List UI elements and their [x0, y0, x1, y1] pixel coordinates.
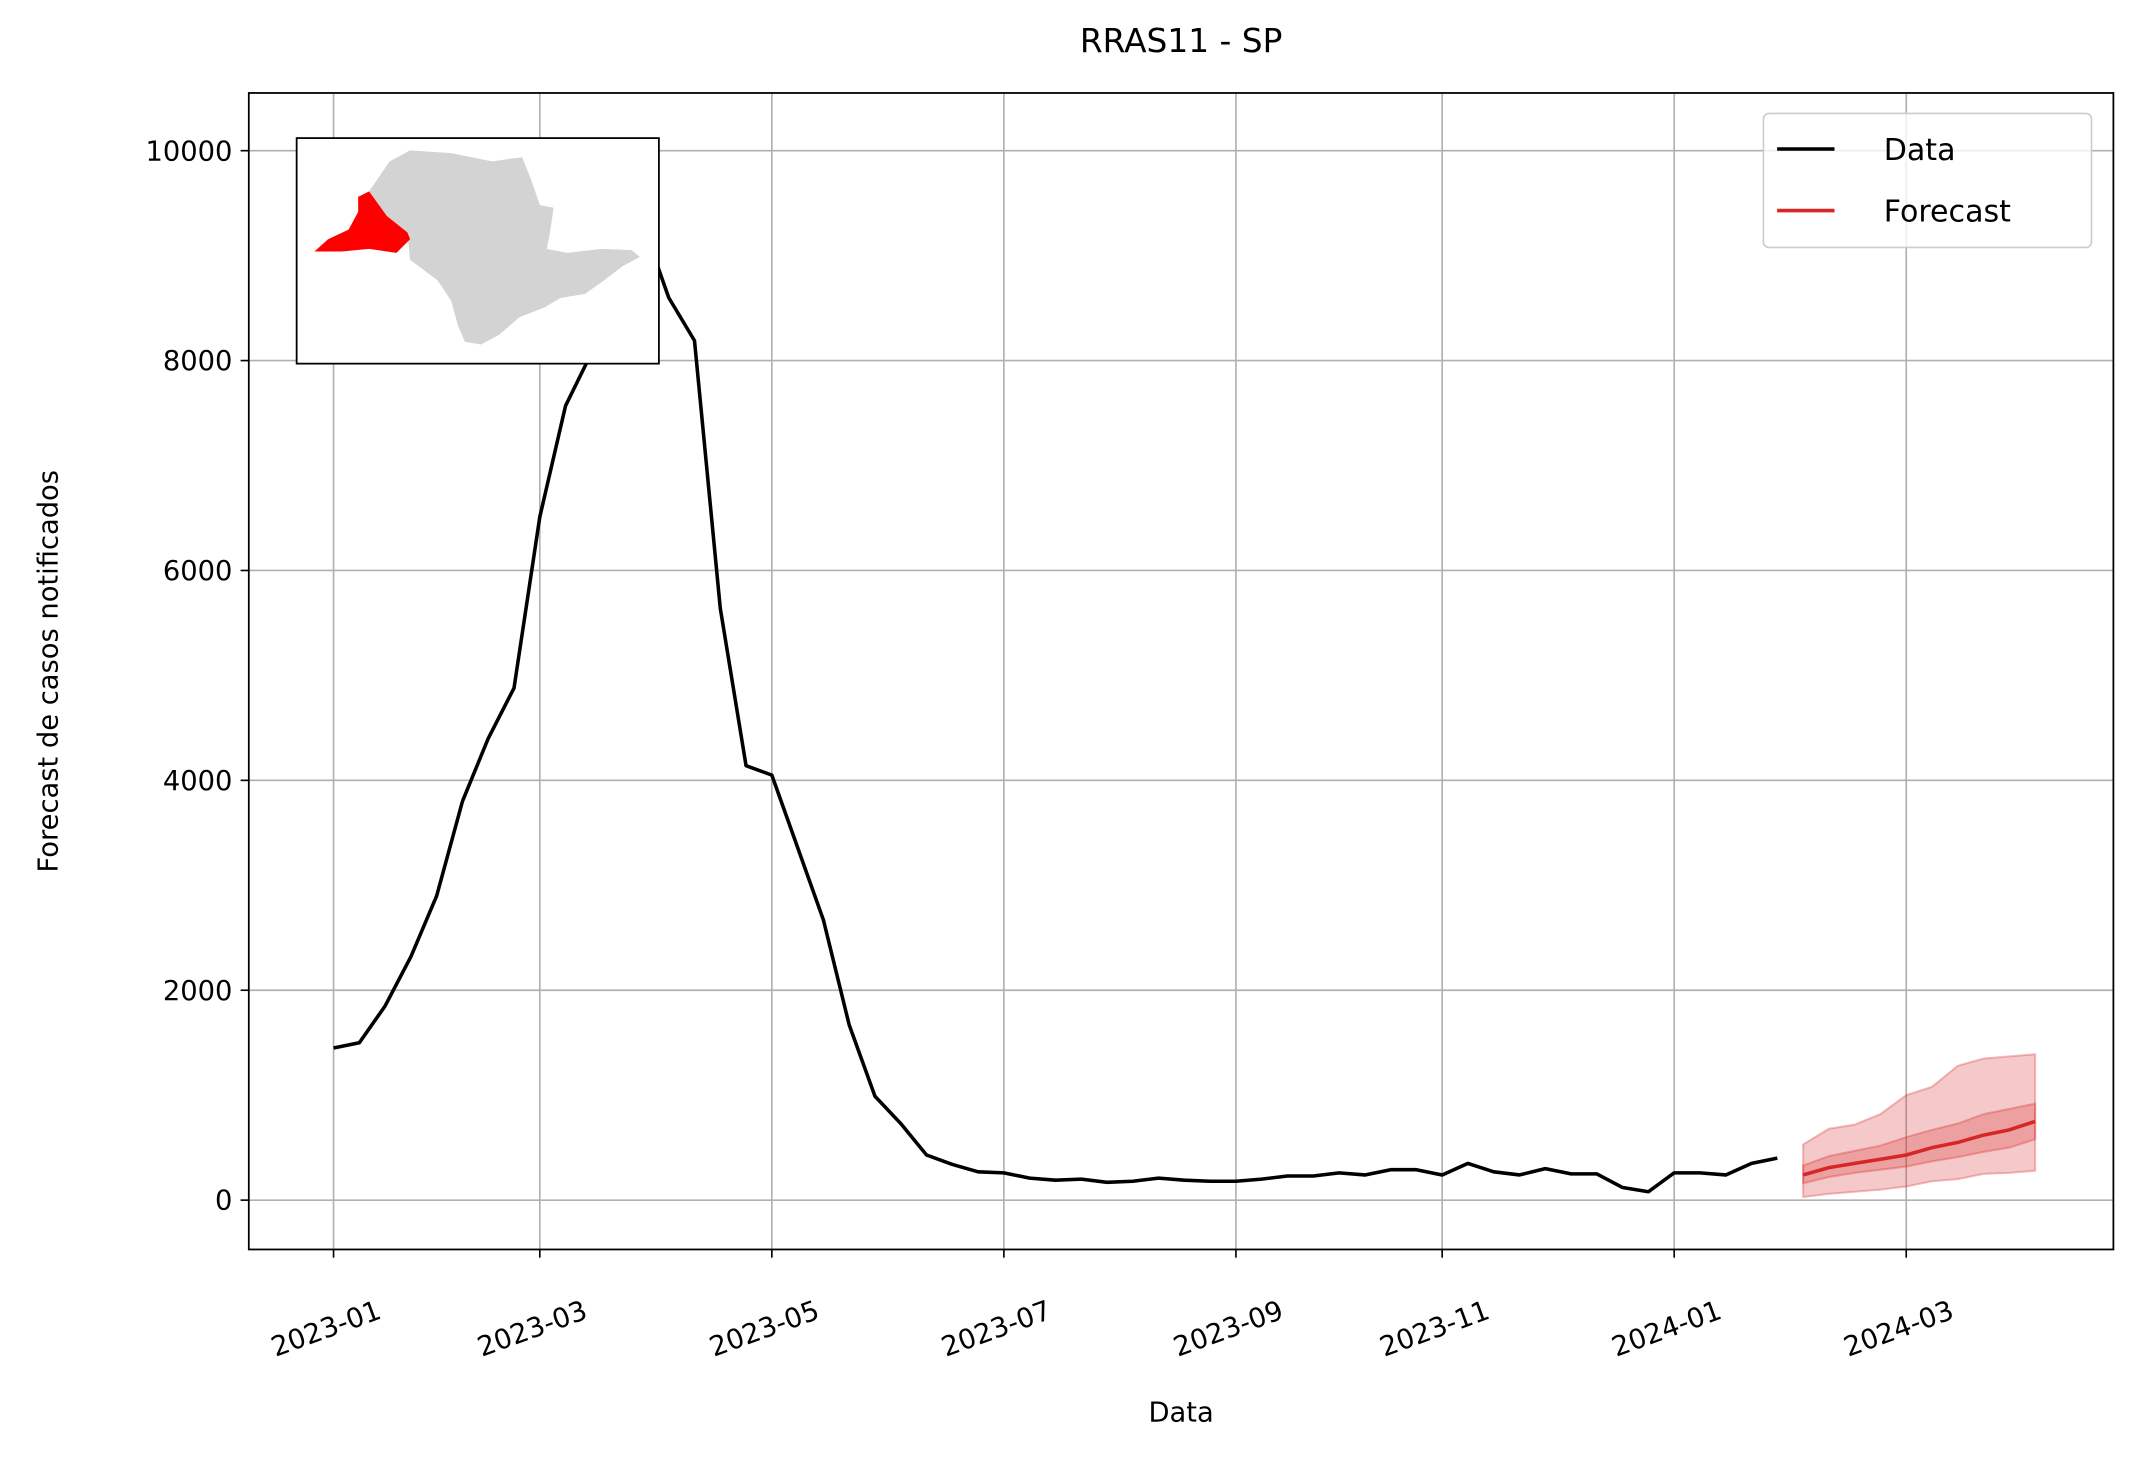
legend: Data Forecast — [1762, 112, 2093, 249]
legend-label: Forecast — [1884, 194, 2011, 229]
series-line — [333, 222, 1778, 1194]
y-tick-label: 4000 — [163, 766, 233, 797]
y-tick-label: 2000 — [163, 976, 233, 1007]
y-axis-label: Forecast de casos notificados — [33, 470, 64, 872]
chart-title: RRAS11 - SP — [1080, 22, 1283, 60]
x-axis-label: Data — [1148, 1398, 1213, 1429]
series-line — [1802, 1119, 2036, 1177]
y-tick-label: 10000 — [145, 136, 232, 167]
legend-label: Data — [1884, 133, 1956, 168]
region-highlight — [314, 191, 411, 253]
legend-box — [1762, 112, 2093, 249]
y-tick-label: 8000 — [163, 346, 233, 377]
y-tick-label: 0 — [215, 1186, 232, 1217]
axes-frame — [247, 92, 2115, 1251]
inset-map — [295, 137, 660, 365]
state-shape — [369, 150, 640, 345]
y-tick-label: 6000 — [163, 556, 233, 587]
